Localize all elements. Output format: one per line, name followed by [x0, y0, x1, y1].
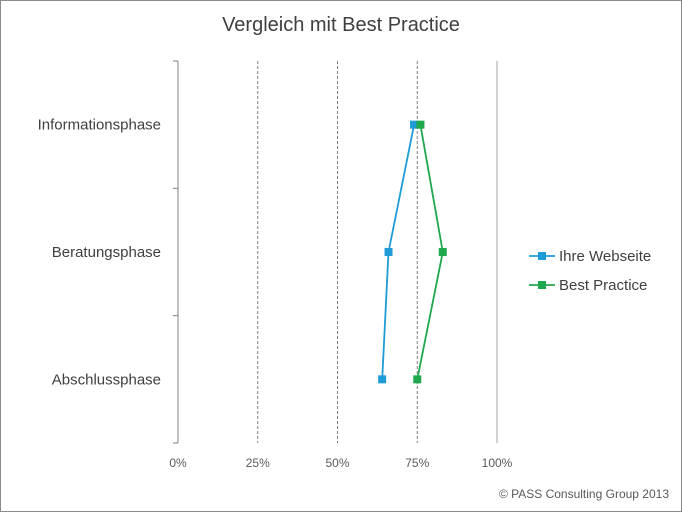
chart-title: Vergleich mit Best Practice [222, 14, 460, 36]
category-label: Informationsphase [38, 117, 161, 134]
data-point [384, 248, 393, 256]
legend-marker [538, 252, 546, 260]
category-label: Beratungsphase [52, 244, 161, 261]
category-label: Abschlussphase [52, 371, 161, 388]
data-point [378, 375, 387, 384]
x-tick-label: 25% [246, 456, 270, 470]
x-tick-label: 50% [325, 456, 349, 470]
x-tick-label: 100% [482, 456, 513, 470]
copyright-footer: © PASS Consulting Group 2013 [498, 487, 669, 501]
data-point [438, 248, 447, 256]
data-point [413, 375, 422, 384]
legend-label: Ihre Webseite [559, 248, 651, 265]
legend-label: Best Practice [559, 277, 647, 294]
data-point [410, 120, 419, 129]
legend-marker [538, 281, 546, 289]
x-tick-label: 75% [405, 456, 429, 470]
data-point [416, 120, 425, 129]
x-tick-label: 0% [169, 456, 187, 470]
